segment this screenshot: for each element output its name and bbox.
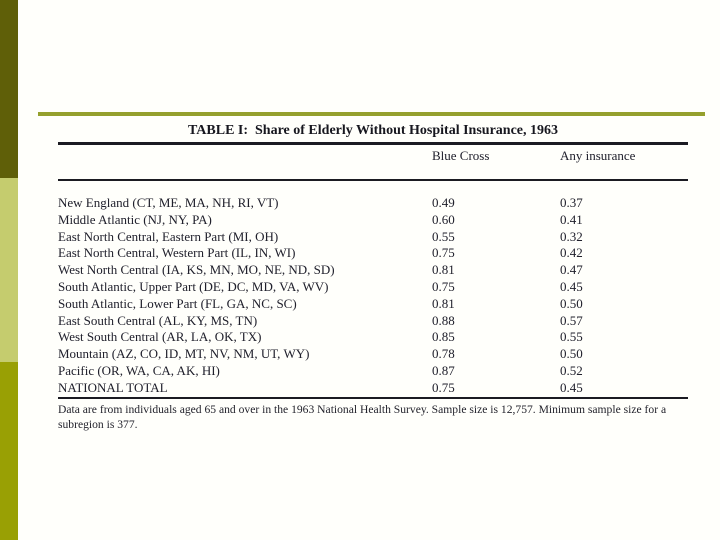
table-row: East North Central, Western Part (IL, IN… <box>58 245 688 262</box>
any-insurance-value: 0.57 <box>560 312 583 328</box>
region-label: South Atlantic, Upper Part (DE, DC, MD, … <box>58 278 329 294</box>
table-title: TABLE I: Share of Elderly Without Hospit… <box>187 123 558 138</box>
any-insurance-value: 0.45 <box>560 278 583 294</box>
table-row: South Atlantic, Upper Part (DE, DC, MD, … <box>58 279 688 296</box>
blue-cross-value: 0.85 <box>432 329 455 345</box>
insurance-table-figure: TABLE I: Share of Elderly Without Hospit… <box>58 122 688 432</box>
table-row: Pacific (OR, WA, CA, AK, HI) 0.87 0.52 <box>58 363 688 380</box>
blue-cross-value: 0.60 <box>432 211 455 227</box>
column-header-any-insurance: Any insurance <box>560 148 636 163</box>
table-row: East South Central (AL, KY, MS, TN) 0.88 0… <box>58 313 688 330</box>
table-row: East North Central, Eastern Part (MI, OH… <box>58 229 688 246</box>
blue-cross-value: 0.81 <box>432 262 455 278</box>
left-accent-bar-top <box>0 0 18 178</box>
region-label: Pacific (OR, WA, CA, AK, HI) <box>58 362 220 378</box>
region-label: Mountain (AZ, CO, ID, MT, NV, NM, UT, WY… <box>58 346 310 362</box>
table-header-row: Blue Cross Any insurance <box>58 145 688 179</box>
blue-cross-value: 0.75 <box>432 278 455 294</box>
any-insurance-value: 0.55 <box>560 329 583 345</box>
blue-cross-value: 0.78 <box>432 346 455 362</box>
table-header-rule <box>58 179 688 181</box>
horizontal-divider-rule <box>38 112 705 116</box>
region-label: East North Central, Western Part (IL, IN… <box>58 245 296 261</box>
blue-cross-value: 0.81 <box>432 295 455 311</box>
blue-cross-value: 0.75 <box>432 379 455 395</box>
any-insurance-value: 0.32 <box>560 228 583 244</box>
table-row: Middle Atlantic (NJ, NY, PA) 0.60 0.41 <box>58 212 688 229</box>
region-label: Middle Atlantic (NJ, NY, PA) <box>58 211 212 227</box>
region-label: South Atlantic, Lower Part (FL, GA, NC, … <box>58 295 297 311</box>
region-label: New England (CT, ME, MA, NH, RI, VT) <box>58 195 279 210</box>
blue-cross-value: 0.55 <box>432 228 455 244</box>
region-label: East South Central (AL, KY, MS, TN) <box>58 312 258 328</box>
table-footnote: Data are from individuals aged 65 and ov… <box>58 403 667 431</box>
region-label: NATIONAL TOTAL <box>58 379 168 395</box>
table-row: NATIONAL TOTAL 0.75 0.45 <box>58 380 688 397</box>
left-accent-bar-bottom <box>0 362 18 540</box>
table-top-rule <box>58 142 688 145</box>
table-body: New England (CT, ME, MA, NH, RI, VT) 0.49… <box>58 181 688 397</box>
any-insurance-value: 0.41 <box>560 211 583 227</box>
table-row: South Atlantic, Lower Part (FL, GA, NC, … <box>58 296 688 313</box>
blue-cross-value: 0.87 <box>432 362 455 378</box>
any-insurance-value: 0.37 <box>560 195 583 210</box>
table-bottom-rule <box>58 397 688 399</box>
any-insurance-value: 0.47 <box>560 262 583 278</box>
column-header-blue-cross: Blue Cross <box>432 148 490 163</box>
left-accent-bar-middle <box>0 178 18 362</box>
blue-cross-value: 0.49 <box>432 195 455 210</box>
any-insurance-value: 0.42 <box>560 245 583 261</box>
any-insurance-value: 0.50 <box>560 295 583 311</box>
any-insurance-value: 0.50 <box>560 346 583 362</box>
blue-cross-value: 0.88 <box>432 312 455 328</box>
region-label: East North Central, Eastern Part (MI, OH… <box>58 228 279 244</box>
table-row: New England (CT, ME, MA, NH, RI, VT) 0.49… <box>58 195 688 212</box>
table-row: West South Central (AR, LA, OK, TX) 0.85 0… <box>58 329 688 346</box>
any-insurance-value: 0.52 <box>560 362 583 378</box>
table-row: West North Central (IA, KS, MN, MO, NE, … <box>58 262 688 279</box>
table-row: Mountain (AZ, CO, ID, MT, NV, NM, UT, WY… <box>58 346 688 363</box>
region-label: West North Central (IA, KS, MN, MO, NE, … <box>58 262 335 278</box>
region-label: West South Central (AR, LA, OK, TX) <box>58 329 262 345</box>
any-insurance-value: 0.45 <box>560 379 583 395</box>
blue-cross-value: 0.75 <box>432 245 455 261</box>
